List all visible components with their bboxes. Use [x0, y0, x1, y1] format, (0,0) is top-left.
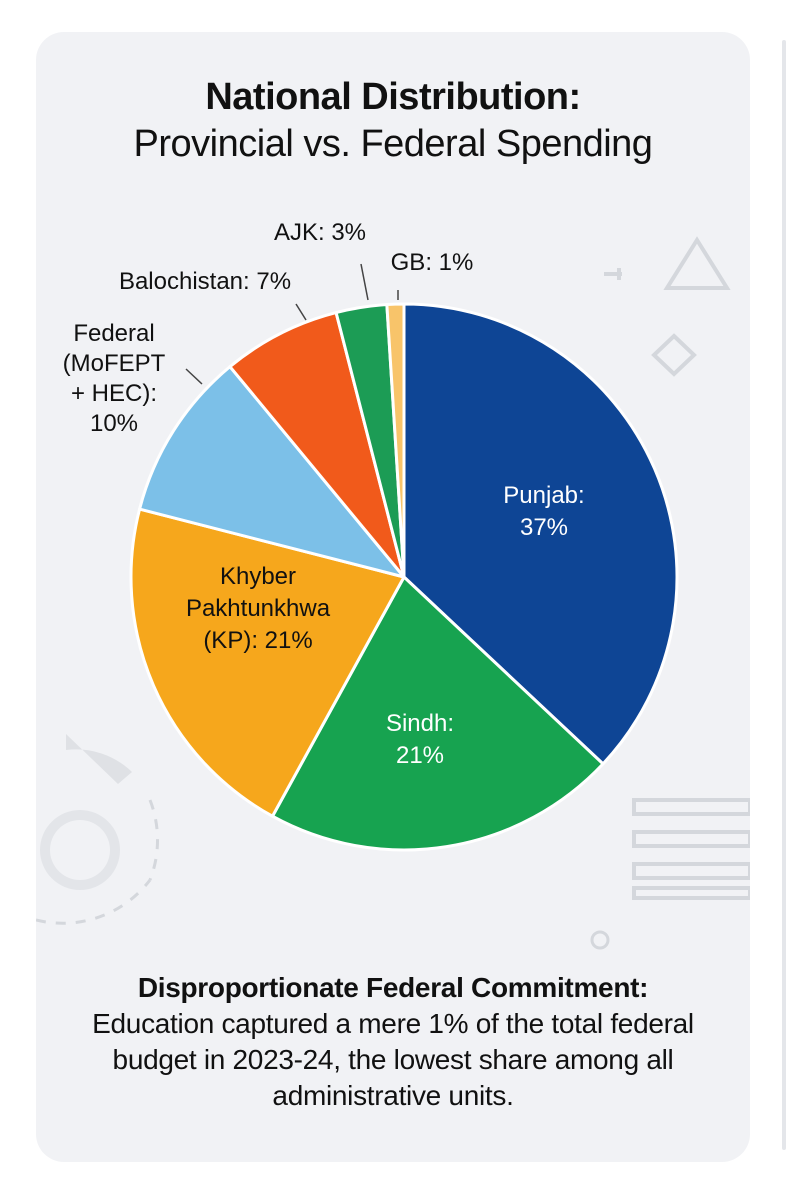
slice-label-line: Federal	[73, 320, 154, 347]
leader-line	[295, 303, 307, 321]
pie-slice-khyber-pakhtunkhwa-kp	[129, 507, 406, 818]
pie-slice-balochistan	[228, 311, 406, 579]
title-line-1: National Distribution:	[205, 76, 581, 118]
pie-leader-lines	[185, 263, 399, 385]
slice-label: Balochistan: 7%	[119, 268, 291, 295]
slice-label-line: GB: 1%	[391, 249, 474, 276]
slice-label: Federal (MoFEPT + HEC): 10%	[63, 320, 166, 437]
slice-label: Sindh: 21%	[386, 710, 454, 769]
plus-mark-icon	[604, 268, 622, 280]
pie-slice-gb	[385, 302, 406, 579]
list-lines-icon	[632, 798, 750, 900]
slice-label: Punjab: 37%	[503, 482, 584, 541]
slice-label-line: Balochistan: 7%	[119, 268, 291, 295]
leader-line	[185, 368, 203, 385]
pie-chart: Punjab: 37% Sindh: 21% Khyber Pakhtunkhwa (KP)…	[36, 219, 750, 950]
slice-label-line: (MoFEPT	[63, 350, 166, 377]
triangle-outline-icon	[663, 236, 731, 290]
leader-line	[360, 263, 369, 301]
footer-note: Disproportionate Federal Commitment: Edu…	[36, 970, 750, 1114]
slice-label-line: Sindh:	[386, 710, 454, 737]
slice-label-line: (KP): 21%	[203, 627, 312, 654]
infographic-card: National Distribution: Provincial vs. Fe…	[36, 32, 750, 1162]
footer-heading: Disproportionate Federal Commitment:	[137, 972, 649, 1003]
slice-label-line: 21%	[396, 742, 444, 769]
circle-outline-icon	[590, 930, 610, 950]
gauge-icon	[36, 734, 160, 925]
diamond-outline-icon	[651, 333, 697, 377]
slice-label-line: Khyber	[220, 563, 296, 590]
slice-label-line: 10%	[90, 410, 138, 437]
decorations	[36, 236, 750, 950]
pie-slices	[129, 302, 679, 852]
slice-label: AJK: 3%	[274, 219, 366, 246]
slice-label-line: AJK: 3%	[274, 219, 366, 246]
pie-slice-federal-mofept-hec	[138, 365, 406, 579]
title-line-2: Provincial vs. Federal Spending	[133, 123, 653, 165]
pie-slice-punjab	[402, 302, 679, 766]
slice-label-line: + HEC):	[71, 380, 157, 407]
slice-label-line: Pakhtunkhwa	[186, 595, 331, 622]
slice-label-line: 37%	[520, 514, 568, 541]
pie-slice-sindh	[270, 575, 605, 852]
footer-body: Education captured a mere 1% of the tota…	[92, 1008, 694, 1111]
adjacent-card-edge	[782, 40, 786, 1150]
slice-label-line: Punjab:	[503, 482, 584, 509]
slice-label: GB: 1%	[391, 249, 474, 276]
chart-title: National Distribution: Provincial vs. Fe…	[36, 74, 750, 168]
pie-labels: Punjab: 37% Sindh: 21% Khyber Pakhtunkhwa (KP)…	[63, 219, 585, 769]
slice-label: Khyber Pakhtunkhwa (KP): 21%	[186, 563, 331, 654]
